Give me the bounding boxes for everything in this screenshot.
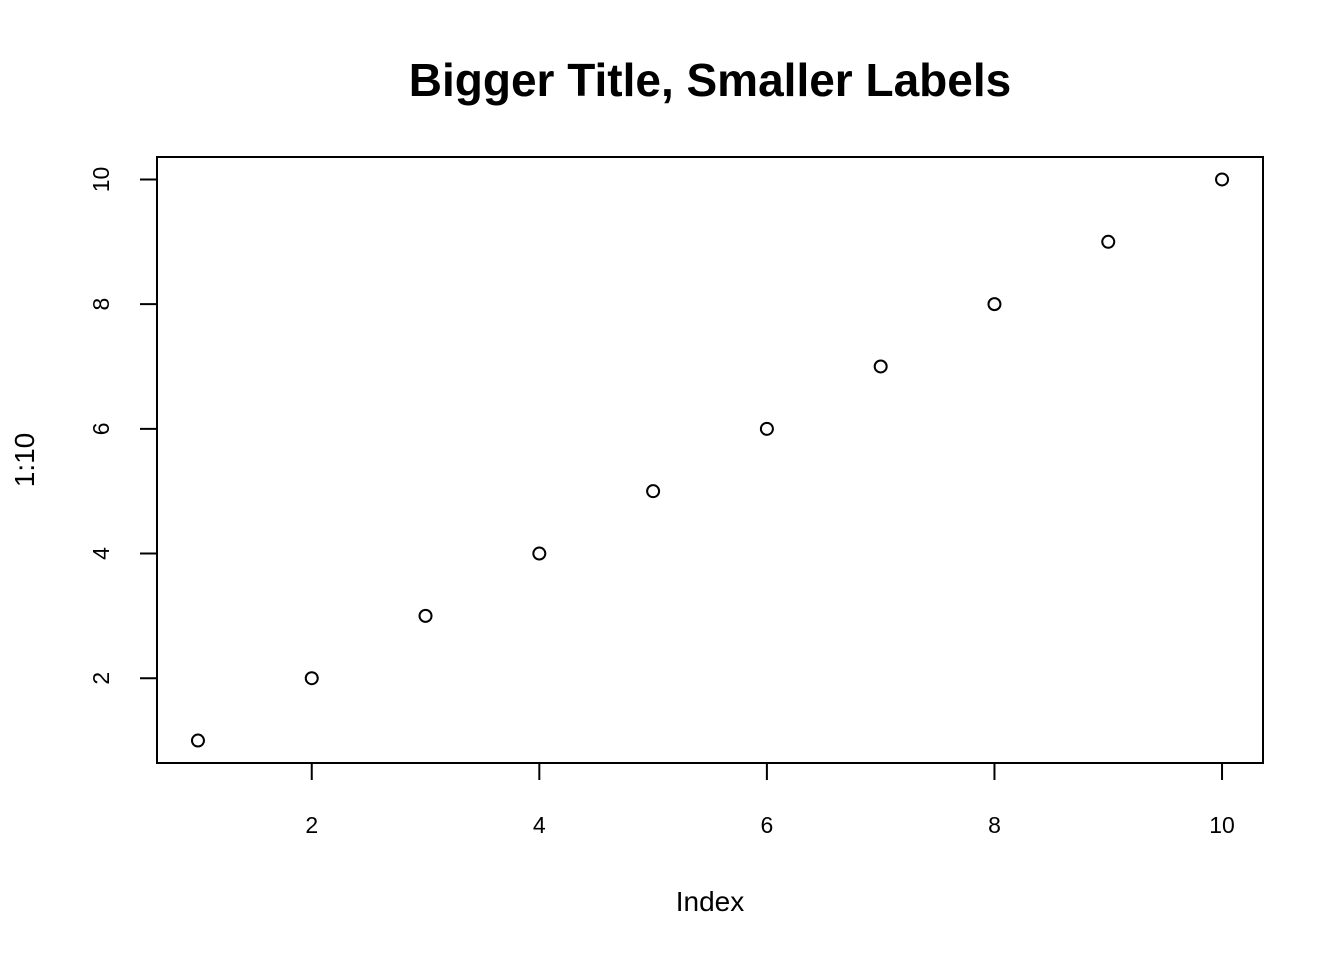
data-point (987, 297, 1002, 312)
x-tick-label: 6 (760, 812, 773, 838)
x-tick-label: 4 (533, 812, 546, 838)
data-point (304, 671, 319, 686)
x-axis-label: Index (676, 886, 745, 917)
data-points (190, 172, 1230, 748)
x-tick-label: 10 (1209, 812, 1235, 838)
x-tick-label: 2 (305, 812, 318, 838)
plot-frame (156, 156, 1264, 764)
y-axis-label: 1:10 (9, 433, 40, 488)
data-point (1101, 234, 1116, 249)
data-point (873, 359, 888, 374)
data-point (759, 421, 774, 436)
x-tick-label: 8 (988, 812, 1001, 838)
data-point (418, 608, 433, 623)
data-point (1215, 172, 1230, 187)
y-tick-label: 8 (88, 298, 114, 311)
y-axis: 2 4 6 8 10 (88, 167, 157, 685)
y-tick-label: 10 (88, 167, 114, 193)
chart-title: Bigger Title, Smaller Labels (409, 54, 1011, 106)
data-point (190, 733, 205, 748)
y-tick-label: 2 (88, 672, 114, 685)
x-axis: 2 4 6 8 10 (305, 763, 1235, 838)
data-point (646, 484, 661, 499)
y-tick-label: 6 (88, 422, 114, 435)
data-point (532, 546, 547, 561)
y-tick-label: 4 (88, 547, 114, 560)
